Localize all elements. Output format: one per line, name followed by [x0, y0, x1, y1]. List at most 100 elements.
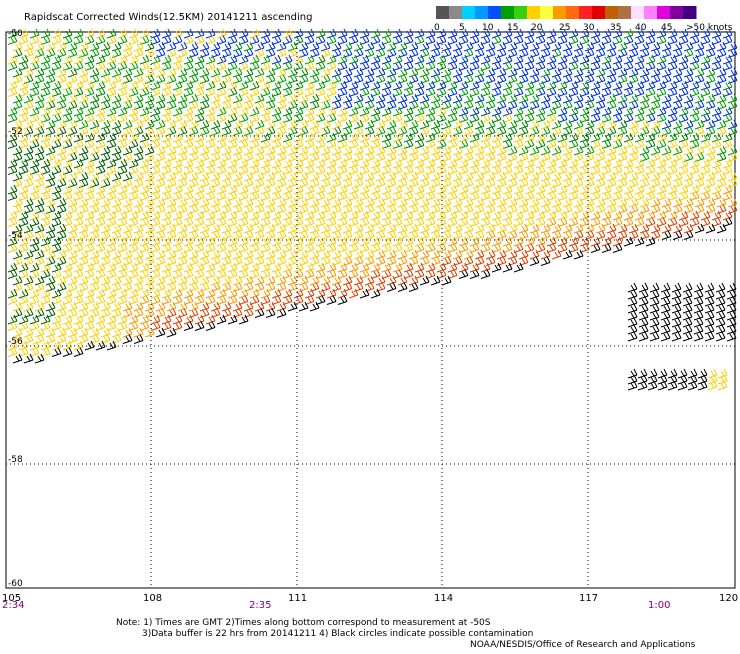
- wind-barb: [469, 269, 480, 279]
- wind-barb: [601, 54, 612, 65]
- wind-barb: [276, 301, 287, 312]
- wind-barb: [683, 197, 694, 208]
- wind-barb: [707, 374, 718, 385]
- wind-barb: [276, 145, 287, 156]
- wind-barb: [496, 145, 507, 156]
- wind-barb: [172, 210, 183, 221]
- wind-barb: [111, 67, 122, 78]
- wind-barb: [249, 262, 260, 273]
- wind-barb: [474, 93, 485, 104]
- legend-swatch: [657, 6, 671, 19]
- wind-barb: [485, 223, 496, 234]
- wind-barb: [62, 54, 73, 65]
- wind-barb: [128, 80, 139, 91]
- wind-barb: [634, 210, 645, 221]
- wind-barb: [722, 184, 733, 195]
- wind-barb: [221, 41, 232, 52]
- time-labels: 2:34 2:35 1:00: [2, 600, 670, 611]
- wind-barb: [705, 119, 716, 130]
- wind-barb: [726, 296, 737, 307]
- wind-barb: [535, 210, 546, 221]
- wind-barb: [23, 353, 34, 364]
- wind-barb: [249, 236, 260, 247]
- wind-barb: [216, 236, 227, 247]
- wind-barb: [463, 93, 474, 104]
- wind-barb: [458, 184, 469, 195]
- wind-barb: [540, 41, 551, 52]
- wind-barb: [133, 171, 144, 182]
- wind-barb: [320, 223, 331, 234]
- wind-barb: [331, 171, 342, 182]
- wind-barb: [584, 119, 595, 130]
- wind-barb: [491, 184, 502, 195]
- wind-barb: [683, 223, 694, 234]
- wind-barb: [205, 321, 216, 331]
- wind-barb: [496, 119, 507, 130]
- wind-barb: [84, 236, 95, 247]
- wind-barb: [315, 210, 326, 221]
- wind-barb: [155, 197, 166, 208]
- wind-barb: [188, 275, 199, 286]
- wind-barb: [529, 197, 540, 208]
- wind-barb: [210, 249, 221, 260]
- wind-barb: [502, 262, 513, 273]
- wind-barb: [638, 331, 649, 342]
- wind-barb: [161, 236, 172, 247]
- wind-barb: [243, 93, 254, 104]
- wind-barb: [348, 210, 359, 221]
- wind-barb: [62, 288, 73, 299]
- wind-barb: [524, 80, 535, 91]
- wind-barb: [348, 106, 359, 117]
- wind-barb: [715, 310, 726, 321]
- wind-barb: [12, 171, 23, 182]
- wind-barb: [540, 119, 551, 130]
- wind-barb: [128, 28, 139, 39]
- wind-barb: [419, 171, 430, 182]
- wind-barb: [715, 303, 726, 314]
- wind-barb: [166, 275, 177, 286]
- wind-barb: [392, 54, 403, 65]
- wind-barb: [249, 28, 260, 39]
- wind-barb: [408, 223, 419, 234]
- wind-barb: [271, 132, 282, 143]
- wind-barb: [700, 28, 711, 39]
- wind-barb: [18, 106, 29, 117]
- wind-barb: [67, 41, 78, 52]
- wind-barb: [155, 275, 166, 286]
- wind-barb: [694, 67, 705, 78]
- wind-barb: [518, 119, 529, 130]
- wind-barb: [535, 236, 546, 247]
- wind-barb: [693, 296, 704, 307]
- wind-barb: [403, 106, 414, 117]
- wind-barb: [320, 119, 331, 130]
- wind-barb: [682, 289, 693, 300]
- wind-barb: [672, 223, 683, 234]
- wind-barb: [562, 119, 573, 130]
- wind-barb: [617, 171, 628, 182]
- wind-barb: [639, 197, 650, 208]
- wind-barb: [260, 210, 271, 221]
- wind-barb: [480, 184, 491, 195]
- wind-barb: [309, 93, 320, 104]
- wind-barb: [18, 184, 29, 195]
- wind-barb: [359, 80, 370, 91]
- wind-barb: [370, 288, 381, 299]
- wind-barb: [62, 314, 73, 325]
- wind-barb: [276, 171, 287, 182]
- wind-barb: [557, 54, 568, 65]
- wind-barb: [518, 197, 529, 208]
- wind-barb: [51, 340, 62, 351]
- wind-barb: [221, 119, 232, 130]
- longitude-labels: 105 108 111 114 117 120: [2, 593, 738, 604]
- wind-barb: [265, 171, 276, 182]
- wind-barb: [282, 54, 293, 65]
- wind-barb: [590, 106, 601, 117]
- wind-barb: [172, 132, 183, 143]
- wind-barb: [265, 301, 276, 312]
- wind-barb: [34, 353, 45, 364]
- wind-barb: [546, 158, 557, 169]
- wind-barb: [370, 28, 381, 39]
- wind-barb: [535, 80, 546, 91]
- wind-barb: [657, 380, 668, 391]
- wind-barb: [194, 321, 205, 331]
